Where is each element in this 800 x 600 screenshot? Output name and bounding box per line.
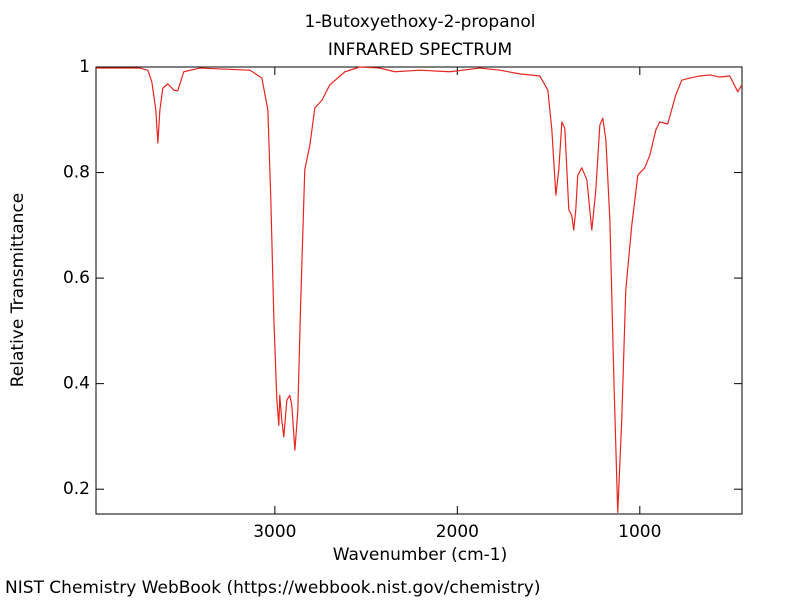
y-axis-label: Relative Transmittance <box>8 193 28 388</box>
y-tick-label: 0.6 <box>63 268 90 288</box>
x-tick-label: 1000 <box>618 522 661 542</box>
x-tick-label: 2000 <box>436 522 479 542</box>
spectrum-line <box>95 66 743 514</box>
chart-title: 1-Butoxyethoxy-2-propanol <box>304 12 535 32</box>
y-tick-label: 0.8 <box>63 163 90 183</box>
x-tick-label: 3000 <box>253 522 296 542</box>
chart-subtitle: INFRARED SPECTRUM <box>328 40 512 60</box>
plot-frame <box>95 66 743 515</box>
x-axis-label: Wavenumber (cm-1) <box>333 545 508 565</box>
y-tick-label: 0.2 <box>63 479 90 499</box>
y-tick-label: 1 <box>79 57 90 77</box>
source-note: NIST Chemistry WebBook (https://webbook.… <box>5 578 540 598</box>
y-tick-label: 0.4 <box>63 374 90 394</box>
